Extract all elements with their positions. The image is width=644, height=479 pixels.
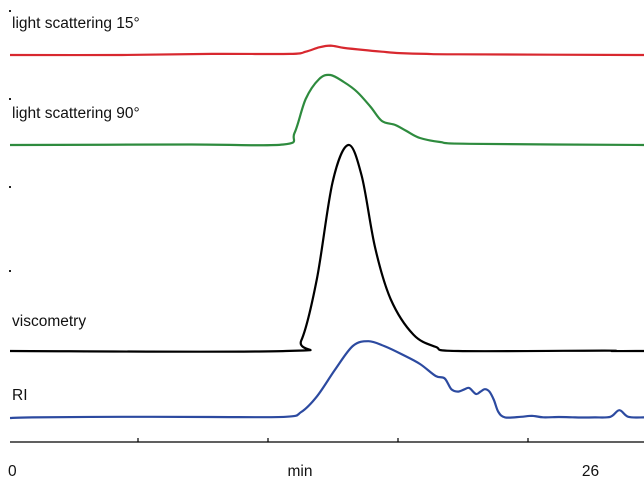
series-label-1: light scattering 15°: [12, 15, 140, 32]
series-labels: light scattering 15° light scattering 90°…: [9, 10, 140, 404]
series-line-2: [9, 73, 644, 147]
x-axis-label: min: [288, 463, 313, 479]
series-line-1: [9, 44, 644, 57]
series-label-4: RI: [12, 387, 28, 404]
x-tick-label-2: 26: [582, 463, 599, 479]
series-line-4: [9, 340, 644, 420]
x-axis-ticks: 0 26: [8, 438, 599, 479]
x-axis: min: [10, 441, 644, 479]
series-label-3: viscometry: [12, 313, 86, 330]
series-line-3: [9, 143, 644, 353]
series-label-2: light scattering 90°: [12, 105, 140, 122]
edge-dot-4: [9, 270, 11, 272]
edge-dot-3: [9, 186, 11, 188]
series-lines: [9, 44, 644, 420]
x-tick-label-1: 0: [8, 463, 17, 479]
edge-dot-2: [9, 98, 11, 100]
edge-dot-1: [9, 10, 11, 12]
